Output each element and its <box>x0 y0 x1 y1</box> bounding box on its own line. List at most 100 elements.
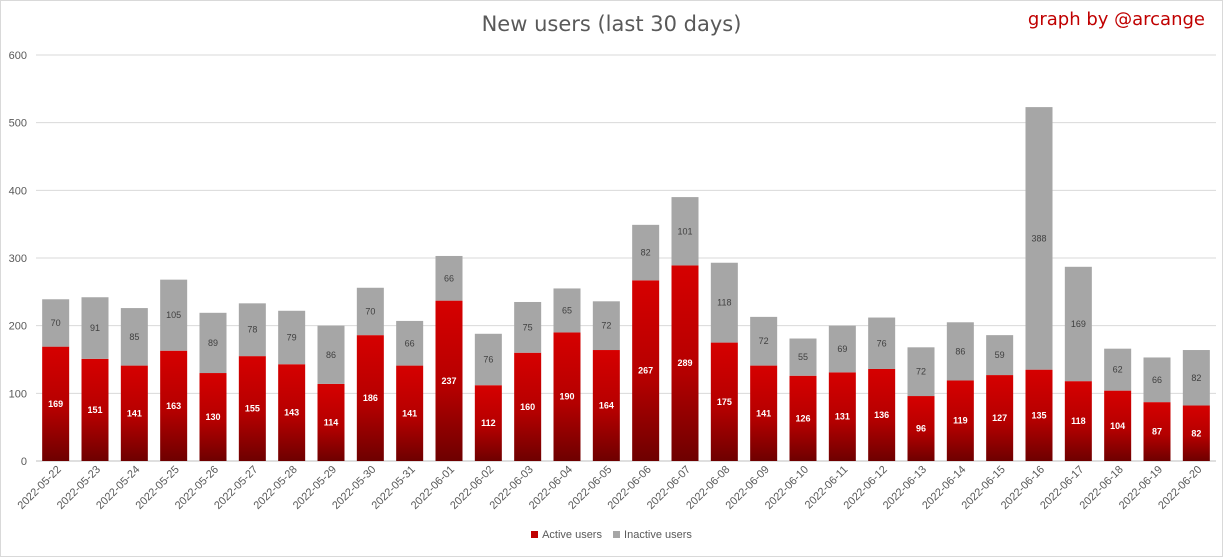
data-label-active: 114 <box>324 417 339 427</box>
legend-label-inactive: Inactive users <box>624 529 692 541</box>
data-label-inactive: 70 <box>51 318 61 328</box>
bar-inactive-users <box>474 333 502 386</box>
bar-inactive-users <box>986 335 1014 376</box>
data-label-active: 131 <box>835 412 850 422</box>
data-label-inactive: 79 <box>287 333 297 343</box>
data-label-inactive: 105 <box>166 310 181 320</box>
data-label-active: 237 <box>441 376 456 386</box>
data-label-active: 163 <box>166 401 181 411</box>
data-label-inactive: 169 <box>1071 319 1086 329</box>
data-label-inactive: 72 <box>916 367 926 377</box>
data-label-active: 96 <box>916 424 926 434</box>
data-label-active: 119 <box>953 416 968 426</box>
bar-inactive-users <box>750 316 778 366</box>
legend: Active users Inactive users <box>0 529 1223 541</box>
data-label-inactive: 66 <box>1152 375 1162 385</box>
data-label-inactive: 85 <box>129 332 139 342</box>
bar-active-users <box>1182 405 1210 461</box>
data-label-active: 164 <box>599 401 614 411</box>
bar-inactive-users <box>1182 350 1210 406</box>
bar-inactive-users <box>199 312 227 374</box>
data-label-inactive: 91 <box>90 323 100 333</box>
data-label-active: 190 <box>559 392 574 402</box>
data-label-inactive: 101 <box>677 226 692 236</box>
data-label-active: 112 <box>481 418 496 428</box>
bar-active-users <box>1143 402 1171 461</box>
bar-active-users <box>474 385 502 461</box>
data-label-inactive: 69 <box>837 344 847 354</box>
bar-active-users <box>1064 381 1092 461</box>
legend-swatch-active <box>531 531 539 538</box>
data-label-inactive: 89 <box>208 338 218 348</box>
chart-title: New users (last 30 days) <box>481 12 742 36</box>
bar-inactive-users <box>1143 357 1171 403</box>
bar-inactive-users <box>828 325 856 373</box>
data-label-active: 289 <box>677 358 692 368</box>
data-label-active: 151 <box>87 405 102 415</box>
data-label-active: 135 <box>1031 410 1046 420</box>
y-tick-label: 200 <box>9 321 27 333</box>
y-tick-label: 300 <box>9 253 27 265</box>
bar-active-users <box>1104 390 1132 461</box>
bar-active-users <box>789 375 817 461</box>
data-label-inactive: 75 <box>523 322 533 332</box>
bar-active-users <box>592 350 620 461</box>
data-label-active: 267 <box>638 366 653 376</box>
y-tick-label: 600 <box>9 50 27 62</box>
data-label-inactive: 82 <box>1191 373 1201 383</box>
bar-active-users <box>750 365 778 461</box>
bar-active-users <box>986 375 1014 461</box>
bar-active-users <box>946 380 974 461</box>
bar-active-users <box>710 342 738 461</box>
bar-inactive-users <box>396 320 424 366</box>
legend-swatch-inactive <box>613 531 621 538</box>
data-label-active: 175 <box>717 397 732 407</box>
data-label-inactive: 65 <box>562 305 572 315</box>
bar-inactive-users <box>81 297 109 359</box>
data-label-active: 141 <box>756 408 771 418</box>
bar-active-users <box>278 364 306 461</box>
legend-label-active: Active users <box>542 529 602 541</box>
legend-item-inactive: Inactive users <box>613 529 692 541</box>
bar-active-users <box>828 372 856 461</box>
data-label-inactive: 72 <box>601 321 611 331</box>
data-label-inactive: 70 <box>365 306 375 316</box>
data-label-active: 126 <box>795 413 810 423</box>
bar-inactive-users <box>514 301 542 353</box>
bar-inactive-users <box>317 325 345 384</box>
bar-active-users <box>160 350 188 461</box>
data-label-active: 143 <box>284 408 299 418</box>
data-label-inactive: 76 <box>877 338 887 348</box>
bar-inactive-users <box>946 322 974 381</box>
bar-inactive-users <box>1064 266 1092 382</box>
bar-inactive-users <box>710 262 738 343</box>
data-label-active: 87 <box>1152 427 1162 437</box>
data-label-inactive: 118 <box>717 298 731 308</box>
bar-active-users <box>671 265 699 461</box>
data-label-active: 104 <box>1110 421 1125 431</box>
bar-active-users <box>553 332 581 461</box>
y-tick-label: 100 <box>9 388 27 400</box>
data-label-inactive: 66 <box>405 338 415 348</box>
data-label-active: 186 <box>363 393 378 403</box>
data-label-active: 155 <box>245 404 260 414</box>
data-label-inactive: 62 <box>1113 365 1123 375</box>
bar-inactive-users <box>592 301 620 351</box>
bar-inactive-users <box>356 287 384 336</box>
y-tick-label: 500 <box>9 118 27 130</box>
bar-active-users <box>435 300 463 461</box>
bar-active-users <box>81 358 109 461</box>
bar-inactive-users <box>907 347 935 397</box>
data-label-active: 127 <box>992 413 1007 423</box>
chart-credit: graph by @arcange <box>1027 9 1205 30</box>
bar-active-users <box>907 396 935 461</box>
legend-item-active: Active users <box>531 529 602 541</box>
data-label-active: 136 <box>874 410 889 420</box>
bar-inactive-users <box>160 279 188 351</box>
y-tick-label: 0 <box>21 456 27 468</box>
data-label-inactive: 76 <box>483 355 493 365</box>
bar-inactive-users <box>671 197 699 266</box>
data-label-active: 169 <box>48 399 63 409</box>
